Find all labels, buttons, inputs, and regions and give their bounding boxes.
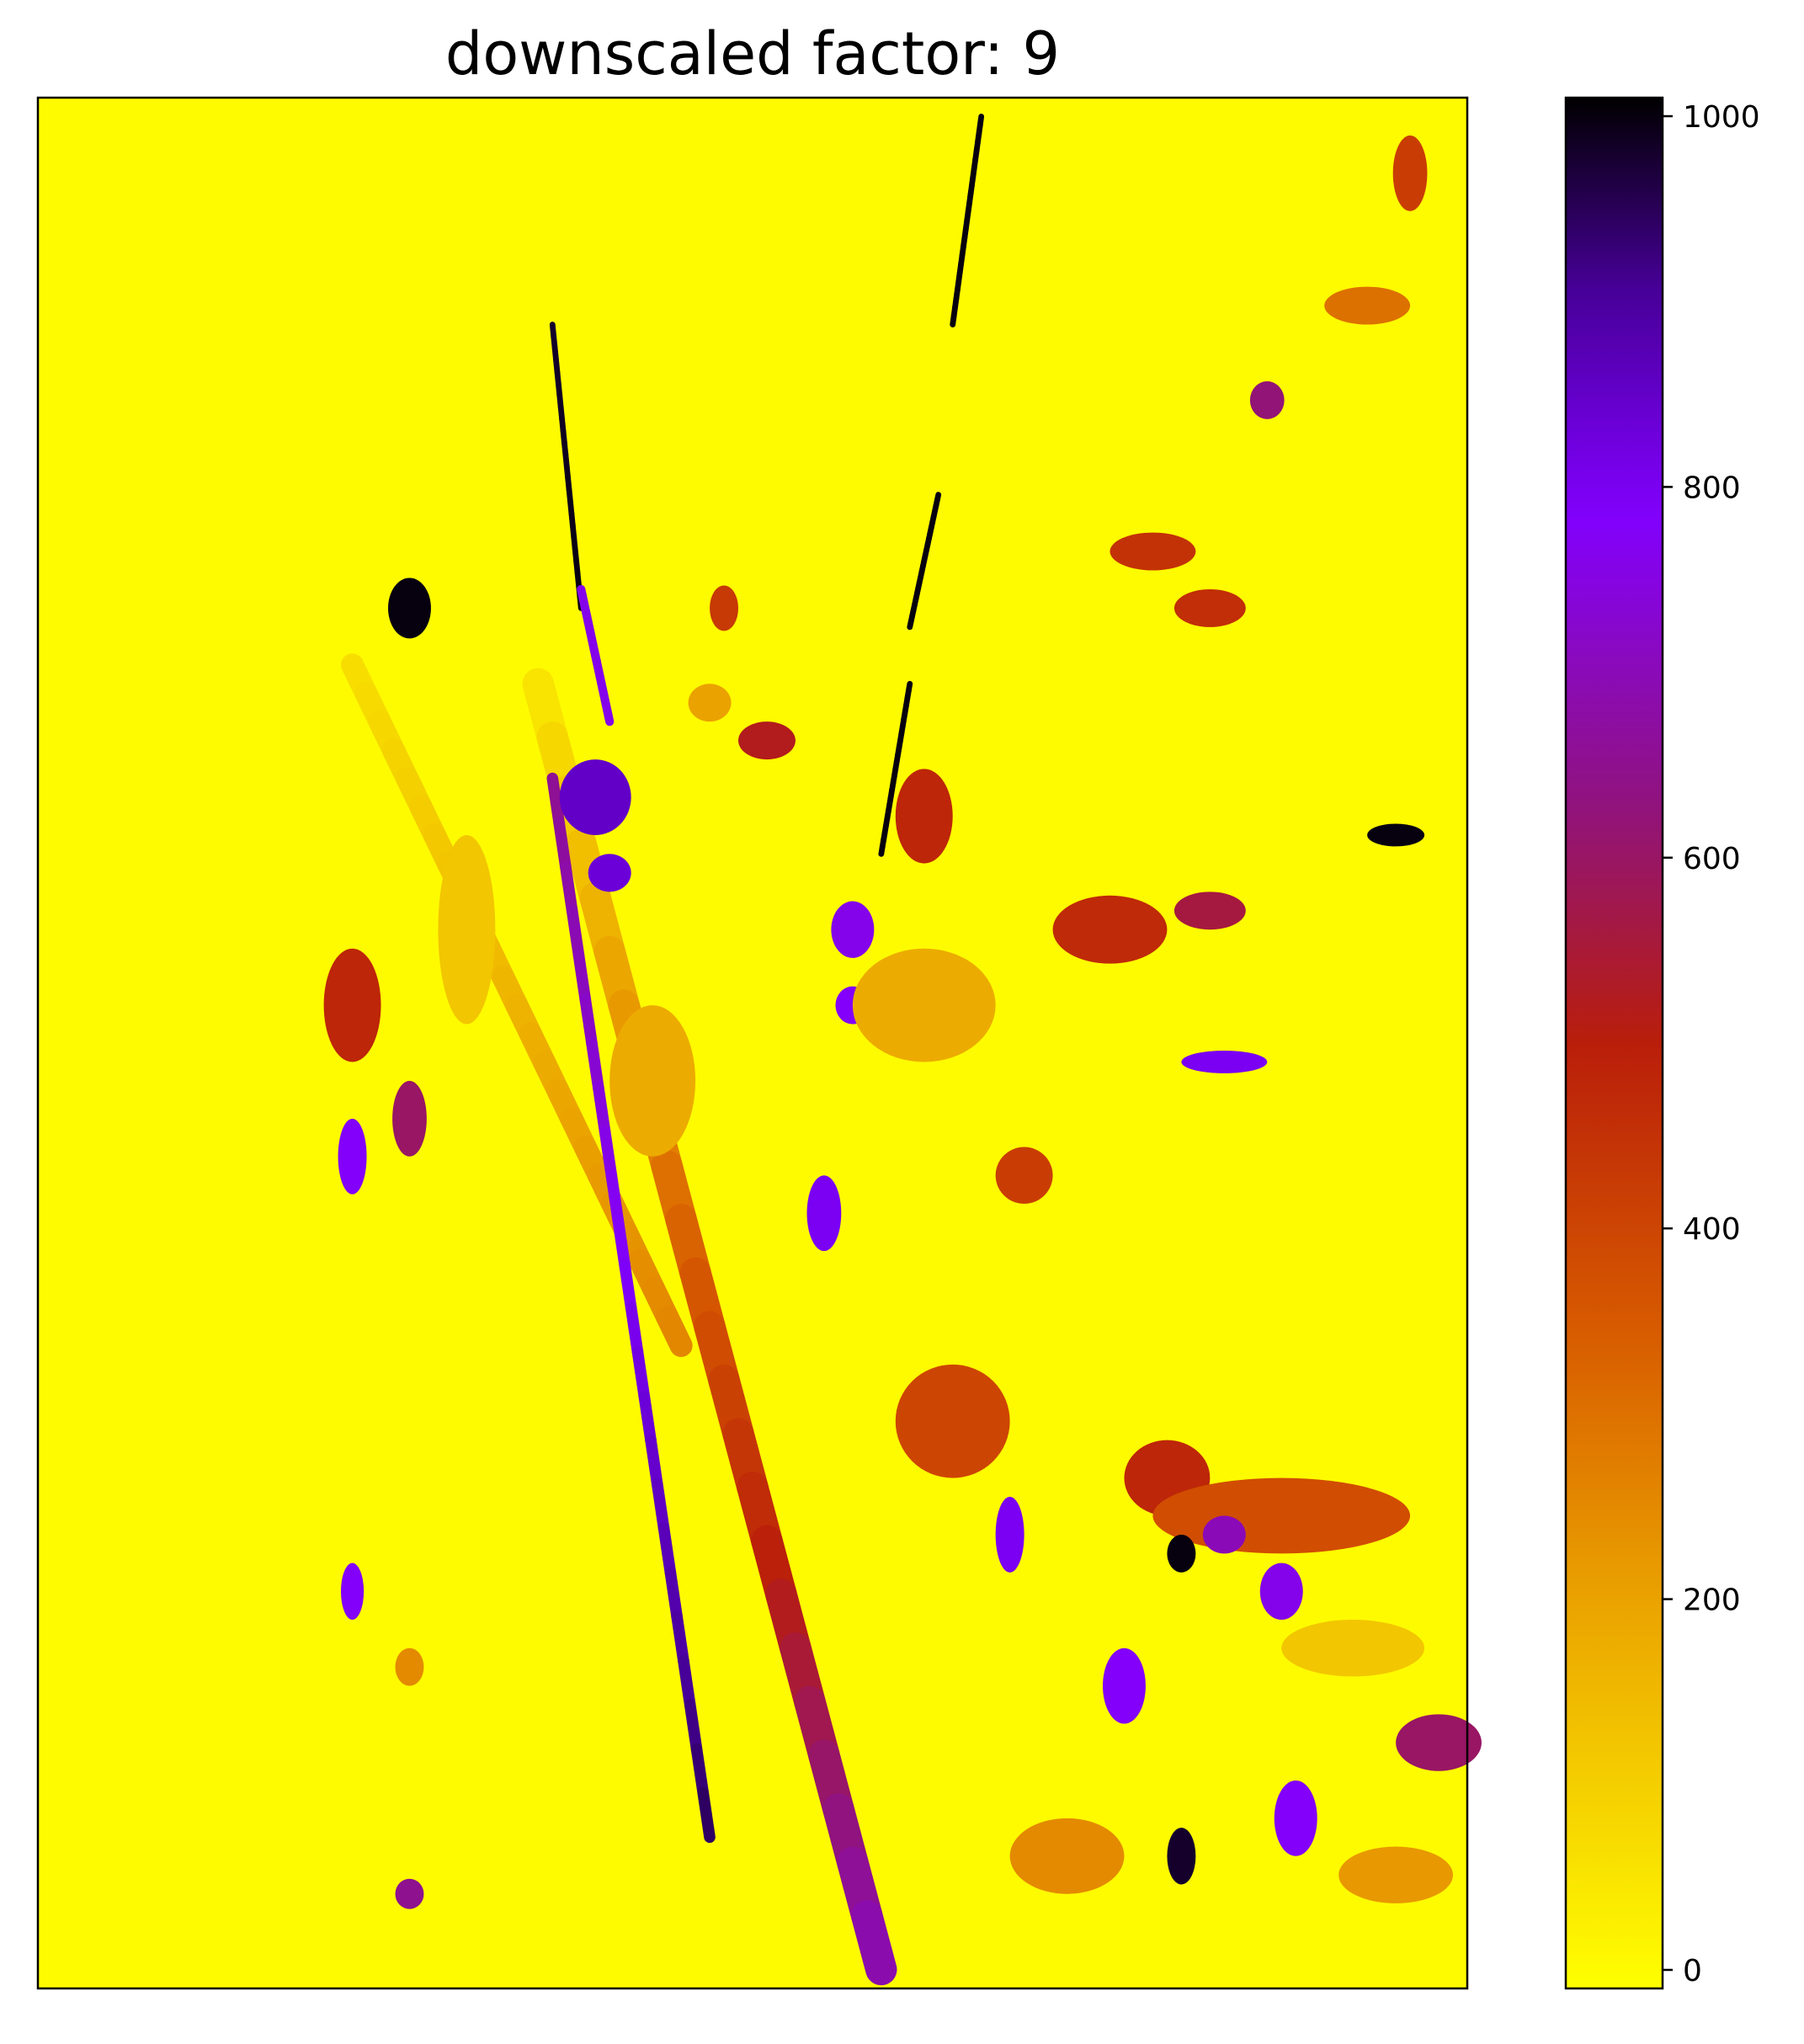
heatmap-blob xyxy=(710,585,739,631)
heatmap-streak-segment xyxy=(546,772,565,828)
heatmap-blob xyxy=(340,1562,365,1621)
heatmap-image xyxy=(38,98,1482,1988)
heatmap-streak-segment xyxy=(566,904,585,961)
colorbar-tick-label: 400 xyxy=(1683,1212,1741,1247)
heatmap-blob xyxy=(338,1118,367,1195)
heatmap-streak-segment xyxy=(690,1743,710,1799)
heatmap-blob xyxy=(1103,1647,1146,1724)
heatmap-blob xyxy=(1249,381,1285,419)
heatmap-blob xyxy=(588,854,631,892)
heatmap-blob xyxy=(1167,1828,1196,1885)
plot-area xyxy=(36,96,1482,1990)
heatmap-blob xyxy=(1167,1534,1196,1573)
heatmap-blob xyxy=(895,769,953,864)
heatmap-streak-segment xyxy=(878,844,886,857)
heatmap-streak-segment xyxy=(851,1900,897,1986)
heatmap-blob xyxy=(831,901,875,958)
heatmap-streak-segment xyxy=(638,1390,657,1446)
heatmap-streak-segment xyxy=(572,949,591,1005)
heatmap-blob xyxy=(438,834,496,1025)
heatmap-blob xyxy=(609,1005,696,1157)
heatmap-streak-segment xyxy=(579,993,598,1049)
heatmap-blob xyxy=(1392,135,1428,211)
heatmap-blob xyxy=(1367,823,1425,847)
colorbar-tick-label: 600 xyxy=(1683,842,1741,876)
heatmap-blob xyxy=(1281,1620,1425,1677)
heatmap-streak-segment xyxy=(671,1610,689,1667)
colorbar-tick-label: 800 xyxy=(1683,471,1741,505)
heatmap-blob xyxy=(738,721,796,760)
heatmap-blob xyxy=(388,578,431,639)
colorbar-frame xyxy=(1564,96,1664,1990)
heatmap-blob xyxy=(1110,532,1196,571)
heatmap-blob xyxy=(323,948,381,1062)
heatmap-streak-segment xyxy=(625,1301,644,1358)
heatmap-streak-segment xyxy=(656,1306,693,1357)
heatmap-streak-segment xyxy=(950,312,957,327)
heatmap-blob xyxy=(806,1175,842,1252)
heatmap-blob xyxy=(1324,286,1411,325)
colorbar-ticks: 0 200 400 600 800 1000 xyxy=(1663,100,1760,1988)
colorbar-tick-label: 0 xyxy=(1683,1954,1702,1988)
heatmap-blob xyxy=(1259,1562,1303,1621)
heatmap-blob xyxy=(1202,1515,1246,1554)
heatmap-blob xyxy=(688,684,732,722)
colorbar-tick-label: 200 xyxy=(1683,1584,1741,1618)
colorbar: 0 200 400 600 800 1000 xyxy=(1564,96,1760,1990)
heatmap-blob xyxy=(392,1080,427,1157)
heatmap-streak-segment xyxy=(560,860,578,917)
heatmap-blob xyxy=(1009,1818,1125,1894)
heatmap-blob xyxy=(995,1147,1053,1204)
heatmap-blob xyxy=(395,1647,424,1686)
heatmap-streak-segment xyxy=(664,1567,683,1623)
heatmap-streak-segment xyxy=(619,1258,637,1314)
heatmap-blob xyxy=(1274,1780,1317,1856)
heatmap-streak-segment xyxy=(592,1081,611,1137)
heatmap-blob xyxy=(1181,1050,1268,1073)
heatmap-blob xyxy=(1052,895,1168,964)
heatmap-streak-segment xyxy=(645,1434,663,1490)
colorbar-tick-label: 1000 xyxy=(1683,100,1760,135)
heatmap-streak-segment xyxy=(652,1478,670,1535)
heatmap-streak-segment xyxy=(605,1169,624,1226)
heatmap-streak-segment xyxy=(553,817,572,873)
heatmap-streak-segment xyxy=(684,1699,703,1755)
heatmap-streak-segment xyxy=(657,1522,677,1578)
heatmap-blob xyxy=(1173,588,1246,627)
chart-title: downscaled factor: 9 xyxy=(445,19,1060,88)
heatmap-streak-segment xyxy=(631,1346,651,1403)
heatmap-streak-segment xyxy=(678,1654,696,1711)
heatmap-streak-segment xyxy=(586,1037,604,1094)
heatmap-streak-segment xyxy=(599,1126,618,1182)
heatmap-blob xyxy=(1396,1714,1482,1771)
heatmap-streak-segment xyxy=(907,618,914,631)
heatmap-blob xyxy=(852,948,996,1062)
heatmap-background xyxy=(38,98,1467,1988)
colorbar-gradient xyxy=(1566,98,1663,1988)
heatmap-blob xyxy=(895,1364,1010,1478)
heatmap-streak-segment xyxy=(612,1213,631,1270)
heatmap-blob xyxy=(559,759,631,835)
heatmap-blob xyxy=(395,1878,424,1909)
plot-frame xyxy=(36,96,1469,1990)
heatmap-blob xyxy=(995,1497,1024,1573)
heatmap-blob xyxy=(1338,1846,1454,1903)
heatmap-streak-segment xyxy=(697,1787,716,1844)
heatmap-blob xyxy=(1173,892,1246,930)
